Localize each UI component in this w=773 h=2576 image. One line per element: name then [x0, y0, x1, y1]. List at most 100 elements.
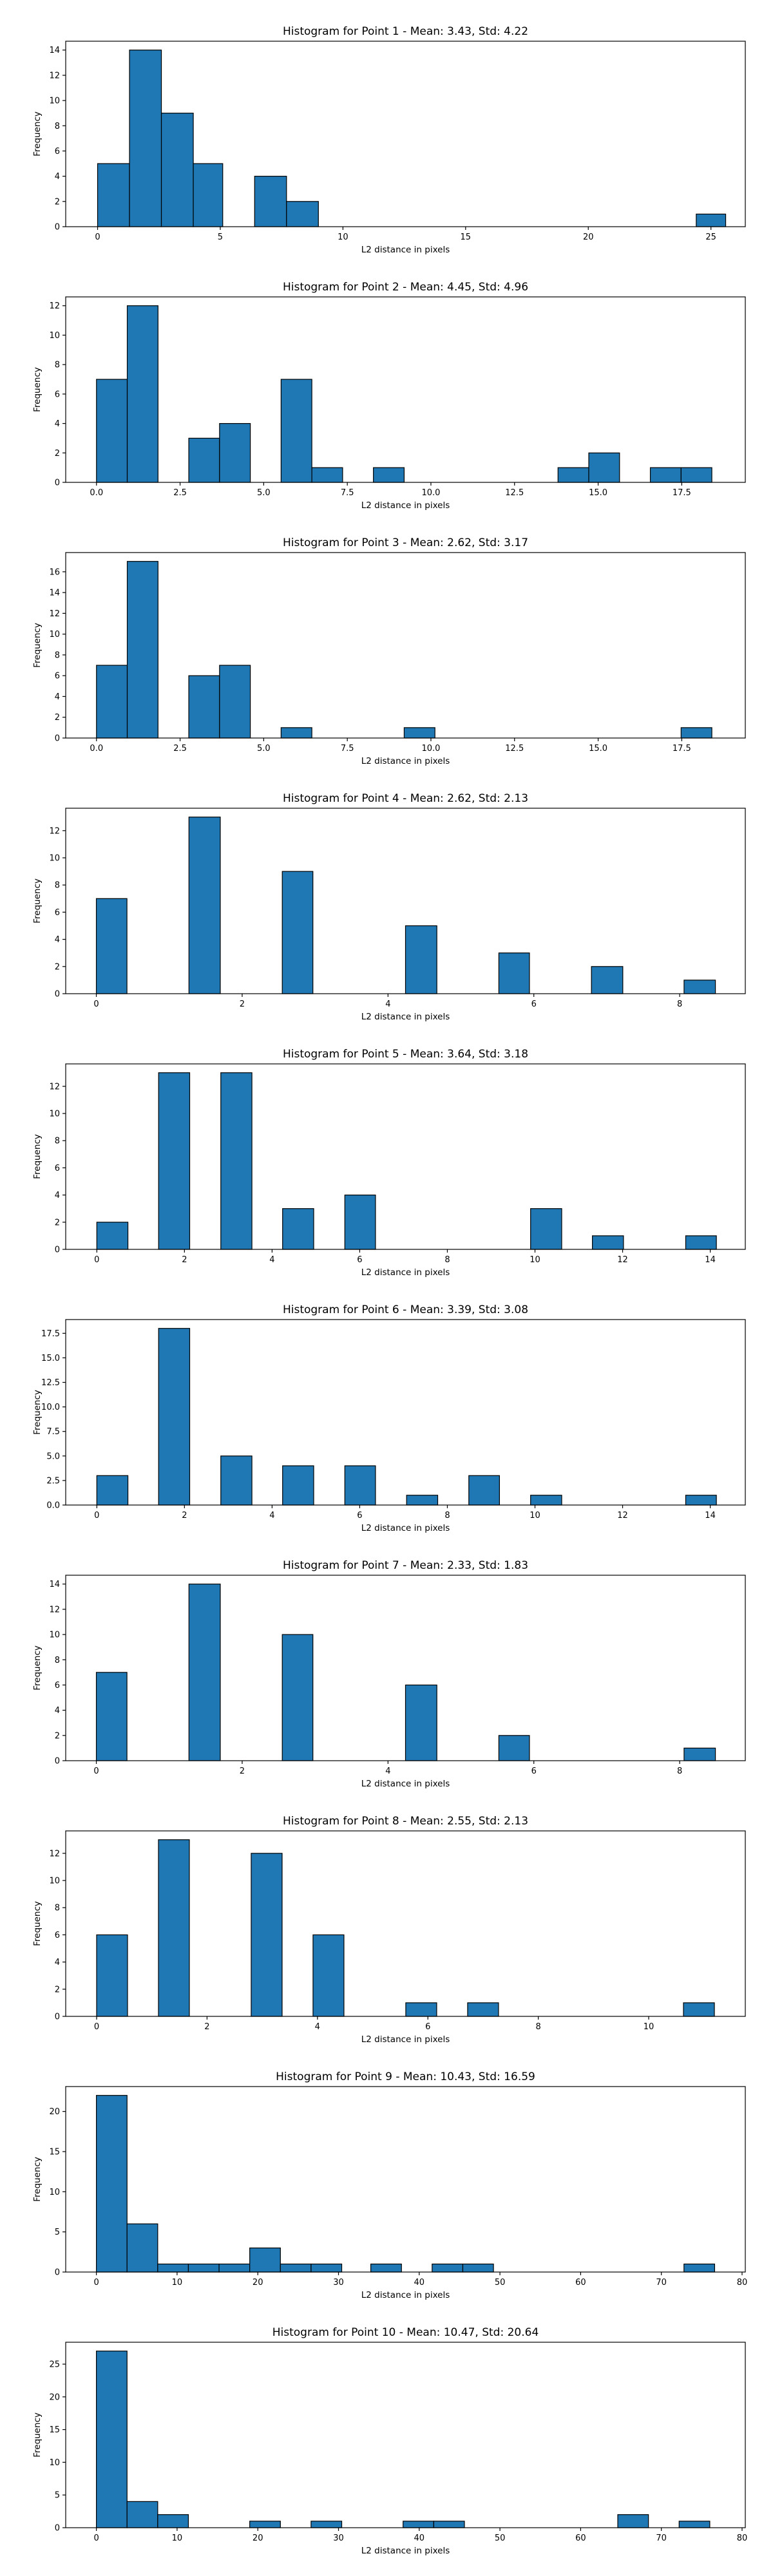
x-tick-label: 6 [531, 1766, 537, 1776]
histogram-panel-9: Histogram for Point 9 - Mean: 10.43, Std… [32, 2070, 747, 2300]
y-tick-label: 4 [55, 419, 60, 429]
histogram-bar [683, 980, 716, 994]
y-axis-label: Frequency [32, 623, 43, 668]
y-tick-label: 0 [55, 990, 60, 999]
x-tick-label: 30 [333, 2533, 344, 2543]
x-tick-label: 6 [425, 2022, 430, 2032]
x-tick-label: 2 [204, 2022, 209, 2032]
histogram-bar [678, 2521, 711, 2528]
y-tick-label: 12 [49, 1849, 60, 1859]
histogram-panel-4: Histogram for Point 4 - Mean: 2.62, Std:… [32, 792, 746, 1022]
x-tick-label: 0 [93, 999, 99, 1009]
histogram-bar [680, 467, 712, 483]
histogram-bar [219, 665, 251, 739]
histogram-bar [683, 1747, 716, 1761]
histogram-panel-8: Histogram for Point 8 - Mean: 2.55, Std:… [32, 1815, 746, 2045]
x-tick-label: 8 [677, 999, 682, 1009]
histogram-bar [310, 2263, 343, 2273]
x-tick-label: 15.0 [589, 488, 607, 498]
y-tick-label: 15 [49, 2425, 60, 2435]
x-axis-label: L2 distance in pixels [361, 1267, 450, 1278]
histogram-bar [126, 305, 158, 483]
histogram-bar [403, 2521, 434, 2528]
x-tick-label: 70 [656, 2533, 667, 2543]
histogram-bar [157, 2263, 189, 2273]
x-tick-label: 2.5 [173, 488, 187, 498]
x-tick-label: 0 [95, 232, 100, 242]
y-tick-label: 10 [49, 2458, 60, 2468]
histogram-panel-6: Histogram for Point 6 - Mean: 3.39, Std:… [32, 1303, 746, 1533]
x-tick-label: 0.0 [90, 744, 103, 753]
chart-title: Histogram for Point 2 - Mean: 4.45, Std:… [283, 281, 528, 294]
y-axis-label: Frequency [32, 1134, 43, 1179]
histogram-bar [282, 1634, 314, 1761]
y-tick-label: 10 [49, 2188, 60, 2197]
y-tick-label: 14 [49, 1580, 60, 1589]
x-tick-label: 2 [240, 999, 245, 1009]
y-tick-label: 12 [49, 609, 60, 619]
x-tick-label: 40 [414, 2278, 425, 2287]
y-tick-label: 20 [49, 2107, 60, 2117]
x-tick-label: 15.0 [589, 744, 607, 753]
histogram-bar [249, 2247, 281, 2273]
y-tick-label: 0 [55, 1757, 60, 1766]
x-tick-label: 2 [182, 1511, 187, 1520]
x-tick-label: 60 [575, 2533, 586, 2543]
y-axis-label: Frequency [32, 1645, 43, 1690]
x-tick-label: 10 [530, 1511, 540, 1520]
y-tick-label: 14 [49, 46, 60, 55]
y-axis-label: Frequency [32, 1901, 43, 1946]
x-tick-label: 10.0 [421, 488, 440, 498]
histogram-bar [462, 2263, 494, 2273]
y-tick-label: 4 [55, 1191, 60, 1200]
x-tick-label: 17.5 [673, 488, 691, 498]
x-tick-label: 60 [575, 2278, 586, 2287]
histogram-bar [592, 1235, 624, 1250]
plot-frame [65, 552, 746, 739]
y-tick-label: 12.5 [41, 1378, 60, 1388]
x-tick-label: 17.5 [673, 744, 691, 753]
y-tick-label: 5.0 [46, 1452, 60, 1461]
y-tick-label: 10 [49, 854, 60, 864]
y-tick-label: 6 [55, 390, 60, 399]
histogram-bar [557, 467, 589, 483]
histogram-bar [96, 1475, 129, 1506]
x-axis-label: L2 distance in pixels [361, 2546, 450, 2556]
y-tick-label: 25 [49, 2360, 60, 2370]
histogram-bar [254, 176, 287, 227]
y-tick-label: 8 [55, 881, 60, 891]
plot-frame [65, 1575, 746, 1761]
histogram-bar [219, 422, 251, 483]
x-axis-label: L2 distance in pixels [361, 1779, 450, 1789]
y-tick-label: 6 [55, 908, 60, 918]
x-tick-label: 20 [253, 2278, 263, 2287]
y-tick-label: 0 [55, 223, 60, 232]
plot-frame [65, 1830, 746, 2017]
y-tick-label: 2 [55, 962, 60, 972]
x-tick-label: 80 [737, 2533, 748, 2543]
x-axis-label: L2 distance in pixels [361, 2034, 450, 2045]
y-tick-label: 2 [55, 713, 60, 723]
y-tick-label: 12 [49, 826, 60, 836]
histogram-bar [467, 2002, 499, 2017]
x-tick-label: 4 [269, 1511, 274, 1520]
y-tick-label: 4 [55, 692, 60, 702]
histogram-panel-1: Histogram for Point 1 - Mean: 3.43, Std:… [32, 25, 746, 255]
x-tick-label: 7.5 [341, 744, 354, 753]
histogram-bar [96, 379, 128, 483]
y-tick-label: 6 [55, 147, 60, 156]
y-tick-label: 12 [49, 1082, 60, 1092]
x-axis-label: L2 distance in pixels [361, 245, 450, 255]
y-tick-label: 2.5 [46, 1476, 60, 1486]
y-tick-label: 14 [49, 589, 60, 598]
chart-title: Histogram for Point 1 - Mean: 3.43, Std:… [283, 25, 528, 38]
histogram-bar [683, 2263, 715, 2273]
histogram-bar [96, 1222, 129, 1250]
y-tick-label: 0 [55, 734, 60, 744]
x-tick-label: 7.5 [341, 488, 354, 498]
y-tick-label: 10.0 [41, 1403, 60, 1412]
x-tick-label: 40 [414, 2533, 425, 2543]
histogram-bar [249, 2521, 281, 2528]
histogram-bar [310, 2521, 343, 2528]
y-tick-label: 2 [55, 449, 60, 459]
